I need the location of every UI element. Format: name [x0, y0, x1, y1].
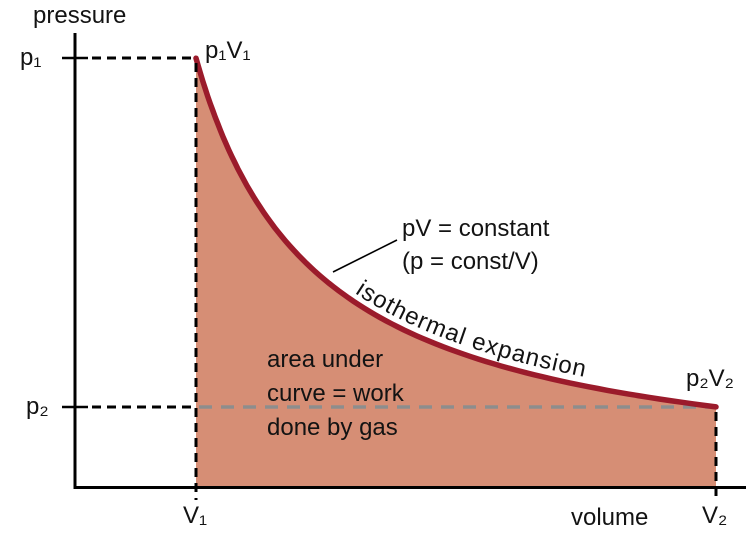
area-annotation: area under curve = work done by gas: [267, 346, 404, 441]
area-under-curve-fill: [196, 58, 716, 487]
point-p1v1-label: p₁V₁: [205, 37, 251, 64]
equation-annotation: pV = constant (p = const/V): [402, 215, 550, 275]
y-axis-label: pressure: [33, 2, 127, 29]
x-axis-label: volume: [571, 504, 649, 531]
p2-label: p₂: [26, 393, 49, 420]
v1-label: V₁: [183, 502, 208, 529]
v2-label: V₂: [702, 502, 728, 529]
p1-label: p₁: [20, 44, 42, 71]
isotherm-curve: [193, 55, 719, 410]
point-p2v2-label: p₂V₂: [686, 365, 734, 392]
equation-leader-line: [332, 239, 398, 273]
